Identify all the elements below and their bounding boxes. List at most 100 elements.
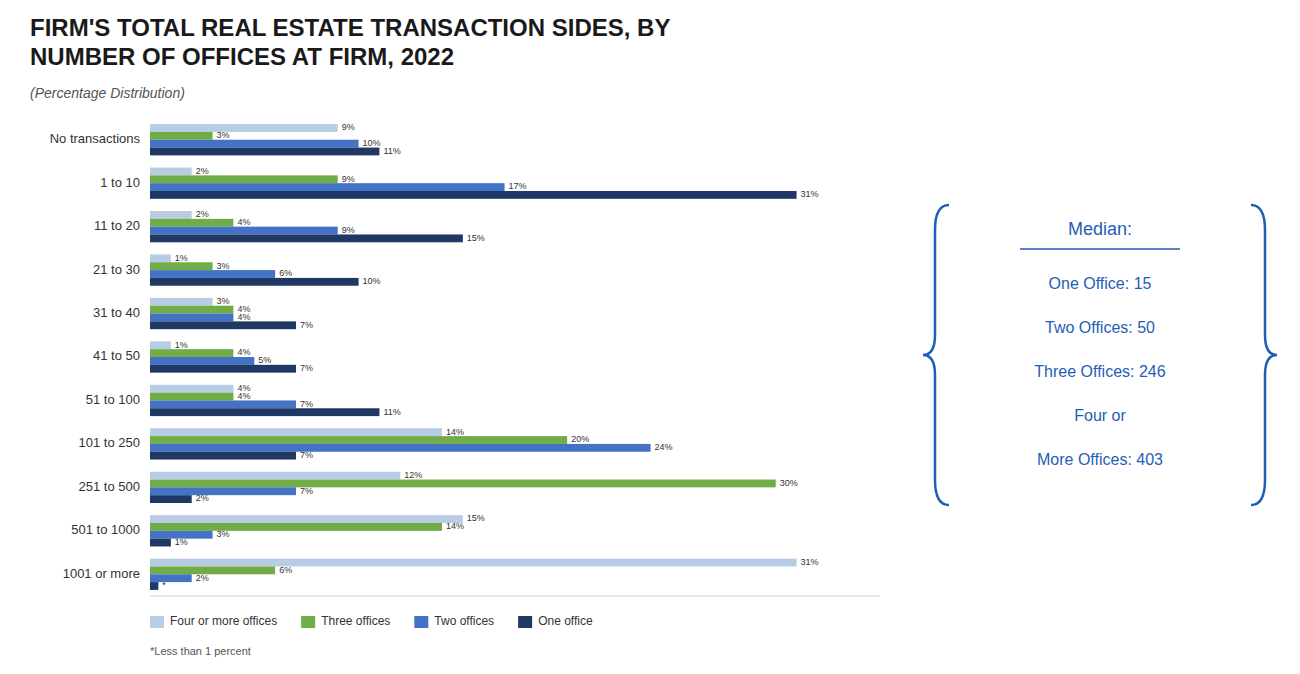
data-label: 14% xyxy=(446,427,464,437)
bars xyxy=(150,124,797,590)
median-brace xyxy=(1251,205,1277,505)
data-label: 1% xyxy=(175,253,188,263)
median-line: Four or xyxy=(1074,407,1126,424)
bar xyxy=(150,444,651,452)
bar xyxy=(150,168,192,176)
bar xyxy=(150,385,233,393)
legend-label: One office xyxy=(538,614,593,628)
data-label: 5% xyxy=(258,355,271,365)
bar xyxy=(150,306,233,314)
data-label: 9% xyxy=(342,174,355,184)
legend-label: Four or more offices xyxy=(170,614,277,628)
data-label: 10% xyxy=(363,138,381,148)
bar xyxy=(150,566,275,574)
bar xyxy=(150,219,233,227)
data-label: 4% xyxy=(237,391,250,401)
bar xyxy=(150,278,359,286)
legend-swatch xyxy=(150,616,164,628)
data-label: 7% xyxy=(300,450,313,460)
data-label: 20% xyxy=(571,434,589,444)
median-line: Two Offices: 50 xyxy=(1045,319,1155,336)
data-label: 12% xyxy=(404,470,422,480)
bar xyxy=(150,539,171,547)
data-label: 14% xyxy=(446,521,464,531)
data-label: 7% xyxy=(300,399,313,409)
data-label: 7% xyxy=(300,486,313,496)
bar xyxy=(150,357,254,365)
title: FIRM'S TOTAL REAL ESTATE TRANSACTION SID… xyxy=(30,14,670,70)
bar xyxy=(150,132,213,140)
category-label: 101 to 250 xyxy=(79,435,140,450)
data-label: 17% xyxy=(509,181,527,191)
bar xyxy=(150,436,567,444)
bar xyxy=(150,408,379,416)
data-label: 4% xyxy=(237,312,250,322)
bar xyxy=(150,314,233,322)
legend-label: Two offices xyxy=(434,614,494,628)
bar xyxy=(150,495,192,503)
data-label: 1% xyxy=(175,340,188,350)
data-label: 3% xyxy=(217,529,230,539)
category-label: No transactions xyxy=(50,131,141,146)
data-label: 15% xyxy=(467,233,485,243)
footnote: *Less than 1 percent xyxy=(150,645,251,657)
bar xyxy=(150,341,171,349)
data-label: * xyxy=(162,580,166,590)
data-label: 15% xyxy=(467,513,485,523)
subtitle: (Percentage Distribution) xyxy=(30,85,185,101)
bar xyxy=(150,321,296,329)
data-label: 3% xyxy=(217,261,230,271)
bar xyxy=(150,428,442,436)
bar xyxy=(150,148,379,156)
data-label: 6% xyxy=(279,268,292,278)
data-label: 2% xyxy=(196,209,209,219)
chart: FIRM'S TOTAL REAL ESTATE TRANSACTION SID… xyxy=(0,0,1300,674)
bar xyxy=(150,262,213,270)
bar xyxy=(150,298,213,306)
data-label: 9% xyxy=(342,225,355,235)
bar xyxy=(150,140,359,148)
legend-label: Three offices xyxy=(321,614,390,628)
category-label: 1 to 10 xyxy=(100,175,140,190)
bar xyxy=(150,393,233,401)
median-line: More Offices: 403 xyxy=(1037,451,1163,468)
data-label: 6% xyxy=(279,565,292,575)
data-label: 2% xyxy=(196,166,209,176)
data-label: 11% xyxy=(383,146,400,156)
category-label: 21 to 30 xyxy=(93,262,140,277)
bar xyxy=(150,452,296,460)
bar xyxy=(150,574,192,582)
bar xyxy=(150,472,400,480)
data-label: 31% xyxy=(801,189,819,199)
legend-swatch xyxy=(518,616,532,628)
bar xyxy=(150,175,338,183)
data-label: 7% xyxy=(300,363,313,373)
data-label: 3% xyxy=(217,296,230,306)
category-label: 41 to 50 xyxy=(93,348,140,363)
data-label: 2% xyxy=(196,573,209,583)
category-label: 31 to 40 xyxy=(93,305,140,320)
bar xyxy=(150,234,463,242)
bar xyxy=(150,487,296,495)
median-line: Three Offices: 246 xyxy=(1034,363,1165,380)
bar xyxy=(150,515,463,523)
data-label: 4% xyxy=(237,217,250,227)
bar xyxy=(150,559,797,567)
category-label: 501 to 1000 xyxy=(71,522,140,537)
bar xyxy=(150,349,233,357)
data-label: 3% xyxy=(217,130,230,140)
data-label: 1% xyxy=(175,537,188,547)
data-label: 11% xyxy=(383,407,400,417)
bar xyxy=(150,523,442,531)
median-line: One Office: 15 xyxy=(1049,275,1152,292)
data-label: 2% xyxy=(196,493,209,503)
bar xyxy=(150,254,171,262)
category-label: 1001 or more xyxy=(63,566,140,581)
bar xyxy=(150,365,296,373)
data-label: 4% xyxy=(237,347,250,357)
data-label: 7% xyxy=(300,320,313,330)
legend-swatch xyxy=(301,616,315,628)
data-label: 24% xyxy=(655,442,673,452)
median-title: Median: xyxy=(1068,219,1132,239)
bar xyxy=(150,400,296,408)
